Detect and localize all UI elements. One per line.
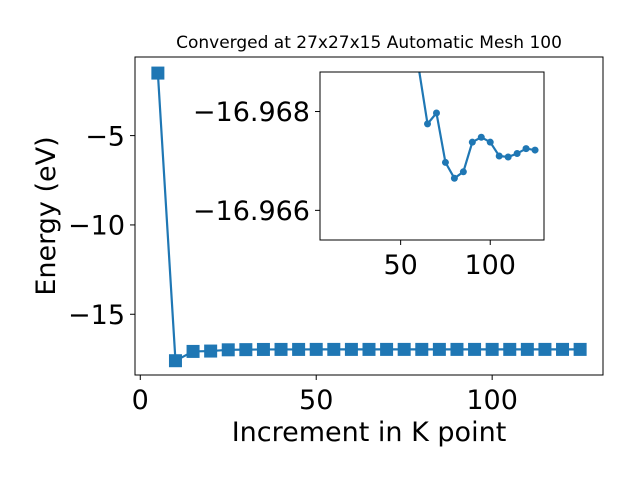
data-point: [450, 174, 458, 182]
data-point: [450, 342, 464, 356]
x-axis-label: Increment in K point: [232, 417, 507, 448]
data-point: [415, 64, 422, 71]
chart-title: Converged at 27x27x15 Automatic Mesh 100: [176, 33, 562, 53]
x-tick-label: 100: [466, 385, 518, 416]
data-point: [573, 342, 587, 356]
data-point: [503, 342, 517, 356]
y-tick-label: −15: [68, 300, 125, 331]
data-point: [168, 354, 182, 368]
main-series-layer: [151, 66, 587, 368]
data-point: [239, 343, 253, 357]
main-x-ticks: 0 50 100: [132, 375, 518, 416]
data-point: [256, 342, 270, 356]
data-point: [327, 342, 341, 356]
x-tick-label: 50: [383, 250, 417, 281]
y-tick-label: −10: [68, 211, 125, 242]
data-point: [486, 138, 494, 146]
data-point: [309, 342, 323, 356]
data-point: [432, 342, 446, 356]
inset-x-ticks: 50 100: [383, 240, 516, 281]
data-point: [531, 146, 539, 154]
data-point: [432, 109, 440, 117]
data-point: [459, 168, 467, 176]
main-y-ticks: −15 −10 −5: [68, 121, 135, 331]
data-point: [538, 342, 552, 356]
data-point: [274, 342, 288, 356]
data-point: [556, 342, 570, 356]
data-point: [468, 138, 476, 146]
data-point: [344, 342, 358, 356]
inset-y-ticks: −16.968 −16.966: [193, 97, 320, 227]
x-tick-label: 100: [464, 250, 516, 281]
data-point: [380, 342, 394, 356]
data-point: [477, 133, 485, 141]
x-tick-label: 50: [299, 385, 333, 416]
data-point: [485, 342, 499, 356]
inset-chart: 50 100 −16.968 −16.966: [193, 24, 545, 281]
data-point: [186, 344, 200, 358]
y-axis-label: Energy (eV): [31, 136, 62, 295]
x-tick-label: 0: [132, 385, 149, 416]
data-point: [520, 342, 534, 356]
data-point: [362, 342, 376, 356]
inset-series-layer: [406, 24, 539, 182]
data-point: [397, 342, 411, 356]
data-point: [504, 153, 512, 161]
main-chart: Converged at 27x27x15 Automatic Mesh 100…: [31, 33, 604, 448]
y-tick-label: −16.968: [193, 97, 310, 128]
data-point: [468, 342, 482, 356]
main-plot-frame: [134, 56, 604, 376]
data-point: [424, 120, 432, 128]
inset-plot-frame: [319, 71, 545, 241]
data-point: [221, 343, 235, 357]
y-tick-label: −5: [85, 121, 125, 152]
data-point: [441, 158, 449, 166]
data-point: [204, 344, 218, 358]
data-point: [406, 24, 413, 31]
data-point: [522, 145, 530, 153]
data-point: [415, 342, 429, 356]
data-point: [292, 342, 306, 356]
data-point: [495, 152, 503, 160]
data-point: [513, 150, 521, 158]
data-point: [151, 66, 165, 80]
y-tick-label: −16.966: [193, 196, 310, 227]
